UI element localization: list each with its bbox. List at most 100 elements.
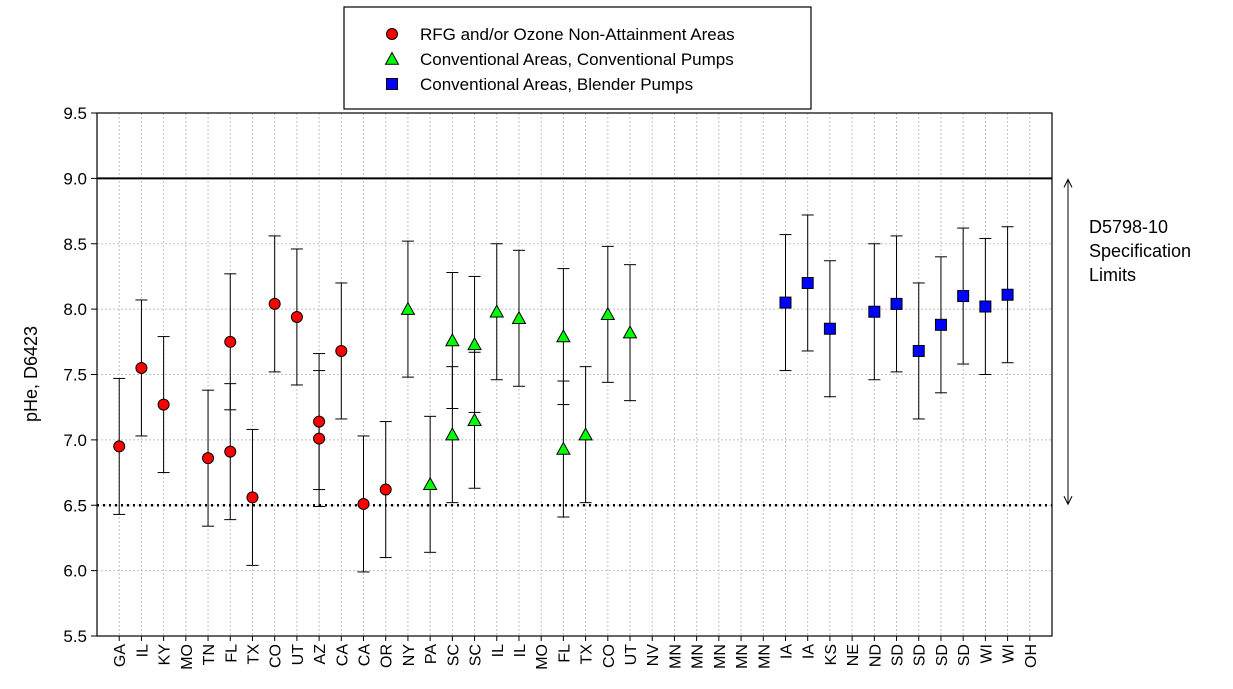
x-tick-label: OH xyxy=(1023,644,1040,668)
y-axis-label: pHe, D6423 xyxy=(21,326,41,422)
data-point-circle xyxy=(357,497,370,510)
x-tick-label: IA xyxy=(801,644,818,659)
data-point-triangle xyxy=(600,306,616,321)
data-point-triangle xyxy=(511,310,527,324)
data-point-circle xyxy=(313,432,326,445)
x-tick-label: WI xyxy=(1001,644,1018,664)
x-tick-label: NV xyxy=(645,644,662,667)
spec-limits-label: D5798-10 xyxy=(1089,217,1168,237)
x-tick-label: MN xyxy=(667,644,684,669)
x-tick-label: MN xyxy=(734,644,751,669)
data-point-square xyxy=(779,296,792,309)
reference-lines xyxy=(97,177,1052,507)
x-tick-label: IL xyxy=(134,644,151,657)
data-point-circle xyxy=(135,361,148,374)
data-point-circle xyxy=(379,483,392,496)
data-point-circle xyxy=(157,398,170,411)
x-tick-label: IL xyxy=(490,644,507,657)
data-point-circle xyxy=(246,491,259,504)
data-points xyxy=(113,276,1014,510)
x-tick-label: CO xyxy=(601,644,618,668)
data-point-circle xyxy=(224,335,237,348)
y-tick-label: 6.0 xyxy=(63,562,87,581)
spec-limits-arrowhead-bottom xyxy=(1063,496,1073,506)
x-tick-label: SD xyxy=(912,644,929,666)
legend-marker-square xyxy=(386,78,398,90)
x-tick-label: SC xyxy=(445,644,462,666)
legend-label: RFG and/or Ozone Non-Attainment Areas xyxy=(420,25,735,44)
y-tick-label: 9.0 xyxy=(63,169,87,188)
x-tick-label: GA xyxy=(112,644,129,667)
data-point-square xyxy=(823,322,836,335)
x-tick-label: MN xyxy=(756,644,773,669)
x-tick-label: NE xyxy=(845,644,862,666)
x-axis-ticks: GA IL KY MO TN FL TX CO UT AZ CA CA OR NY PA SC SC IL IL MO… xyxy=(112,636,1040,670)
x-tick-label: UT xyxy=(290,644,307,666)
y-tick-label: 6.5 xyxy=(63,496,87,515)
y-tick-label: 8.0 xyxy=(63,300,87,319)
spec-limits-label: Specification xyxy=(1089,241,1191,261)
data-point-triangle xyxy=(622,325,638,339)
y-axis-ticks: 5.5 6.0 6.5 7.0 7.5 8.0 8.5 9.0 9.5 xyxy=(63,104,97,646)
y-tick-label: 7.5 xyxy=(63,366,87,385)
data-point-circle xyxy=(335,344,348,357)
data-point-triangle xyxy=(556,329,571,343)
legend-box xyxy=(343,6,812,110)
x-tick-label: OR xyxy=(379,644,396,668)
x-tick-label: FL xyxy=(556,644,573,663)
y-tick-label: 5.5 xyxy=(63,627,87,646)
x-tick-label: SD xyxy=(890,644,907,666)
legend-marker-circle xyxy=(386,28,398,40)
x-tick-label: KS xyxy=(823,644,840,665)
data-point-triangle xyxy=(444,332,460,347)
data-point-triangle xyxy=(578,427,593,441)
x-tick-label: SD xyxy=(956,644,973,666)
data-point-triangle xyxy=(444,427,460,441)
spec-limits-arrowhead-top xyxy=(1063,178,1073,188)
x-tick-label: IL xyxy=(512,644,529,657)
x-tick-label: CA xyxy=(334,644,351,667)
x-tick-label: IA xyxy=(778,644,795,659)
data-point-square xyxy=(890,297,903,310)
data-point-square xyxy=(979,300,992,313)
x-tick-label: AZ xyxy=(312,644,329,665)
grid xyxy=(97,113,1052,636)
data-point-square xyxy=(801,276,814,289)
x-tick-label: TX xyxy=(245,644,262,665)
data-point-square xyxy=(934,318,947,331)
legend-marker-triangle xyxy=(384,51,400,65)
x-tick-label: TN xyxy=(201,644,218,665)
spec-limits-annotation: D5798-10 Specification Limits xyxy=(1063,178,1191,506)
data-point-square xyxy=(868,305,881,318)
plot-area-frame xyxy=(96,112,1053,637)
x-tick-label: CO xyxy=(268,644,285,668)
y-tick-label: 7.0 xyxy=(63,431,87,450)
x-tick-label: KY xyxy=(157,644,174,666)
data-point-circle xyxy=(313,415,326,428)
x-tick-label: MO xyxy=(179,644,196,670)
data-point-square xyxy=(912,344,925,357)
data-point-circle xyxy=(268,297,281,310)
y-tick-label: 9.5 xyxy=(63,104,87,123)
x-tick-label: SD xyxy=(934,644,951,666)
x-tick-label: PA xyxy=(423,644,440,664)
data-point-square xyxy=(957,290,970,303)
x-tick-label: TX xyxy=(579,644,596,665)
x-tick-label: CA xyxy=(357,644,374,667)
x-tick-label: MO xyxy=(534,644,551,670)
legend-label: Conventional Areas, Conventional Pumps xyxy=(420,50,734,69)
x-tick-label: MN xyxy=(690,644,707,669)
x-tick-label: FL xyxy=(223,644,240,663)
data-point-circle xyxy=(202,452,215,465)
y-tick-label: 8.5 xyxy=(63,235,87,254)
x-tick-label: ND xyxy=(867,644,884,667)
data-point-circle xyxy=(224,445,237,458)
data-point-circle xyxy=(113,440,126,453)
x-tick-label: MN xyxy=(712,644,729,669)
data-point-triangle xyxy=(556,441,571,455)
x-tick-label: SC xyxy=(468,644,485,666)
data-point-triangle xyxy=(467,412,482,426)
x-tick-label: WI xyxy=(978,644,995,664)
x-tick-label: UT xyxy=(623,644,640,666)
